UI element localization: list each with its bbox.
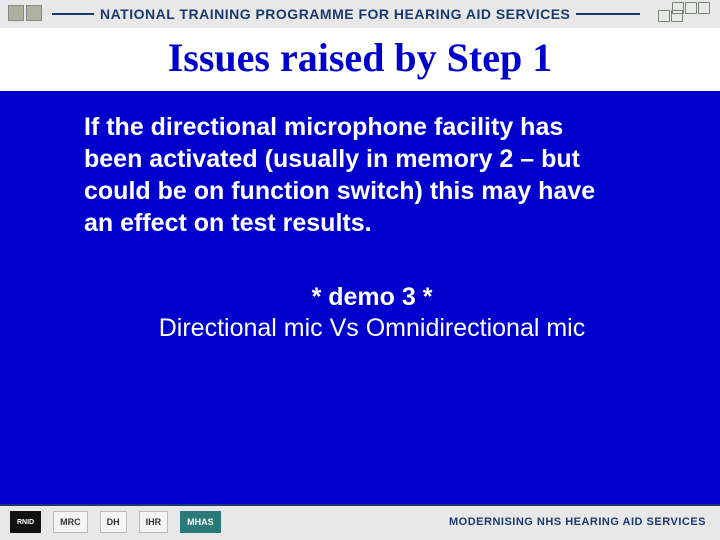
header-decoration-left bbox=[8, 5, 44, 23]
footer-rule bbox=[0, 504, 720, 506]
header-decoration-right bbox=[672, 2, 710, 14]
content-area: If the directional microphone facility h… bbox=[0, 91, 720, 343]
logo-rnid: RNID bbox=[10, 511, 41, 533]
slide-title: Issues raised by Step 1 bbox=[0, 34, 720, 81]
footer-right-text: MODERNISING NHS HEARING AID SERVICES bbox=[449, 516, 710, 528]
logo-ihr: IHR bbox=[139, 511, 169, 533]
demo-subtitle: Directional mic Vs Omnidirectional mic bbox=[84, 314, 660, 343]
logo-mrc: MRC bbox=[53, 511, 88, 533]
demo-label: * demo 3 * bbox=[84, 283, 660, 312]
title-band: Issues raised by Step 1 bbox=[0, 28, 720, 91]
demo-block: * demo 3 * Directional mic Vs Omnidirect… bbox=[84, 283, 660, 343]
header-bar: NATIONAL TRAINING PROGRAMME FOR HEARING … bbox=[0, 0, 720, 28]
programme-title: NATIONAL TRAINING PROGRAMME FOR HEARING … bbox=[94, 6, 576, 22]
logo-dh: DH bbox=[100, 511, 127, 533]
footer-bar: RNID MRC DH IHR MHAS MODERNISING NHS HEA… bbox=[0, 504, 720, 540]
logo-mhas: MHAS bbox=[180, 511, 221, 533]
body-paragraph: If the directional microphone facility h… bbox=[84, 111, 624, 239]
